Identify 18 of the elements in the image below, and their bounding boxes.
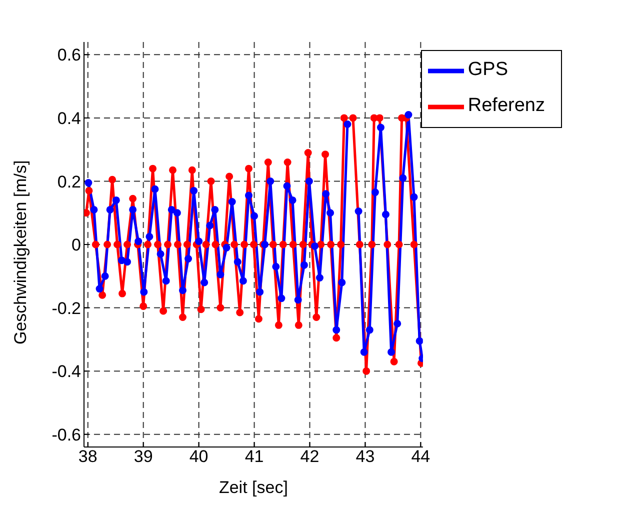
y-tick-label: -0.4: [52, 362, 81, 382]
x-tick-label: 39: [134, 447, 153, 466]
x-tick-label: 41: [244, 447, 264, 466]
x-tick-label: 40: [189, 447, 208, 466]
x-axis-title: Zeit [sec]: [218, 478, 288, 497]
y-tick-label: -0.2: [52, 298, 81, 318]
y-tick-label: 0: [72, 236, 81, 255]
y-axis-title: Geschwindigkeiten [m/s]: [11, 160, 30, 344]
legend-label: Referenz: [468, 95, 545, 116]
x-tick-label: 38: [78, 447, 98, 466]
y-tick-label: -0.6: [52, 425, 81, 444]
y-tick-label: 0.6: [57, 46, 81, 65]
x-tick-label: 43: [356, 447, 375, 466]
y-tick-label: 0.4: [57, 108, 81, 128]
y-tick-label: 0.2: [57, 172, 81, 192]
x-tick-label: 42: [300, 447, 320, 466]
legend-label: GPS: [468, 59, 508, 80]
x-tick-label: 44: [411, 447, 430, 466]
